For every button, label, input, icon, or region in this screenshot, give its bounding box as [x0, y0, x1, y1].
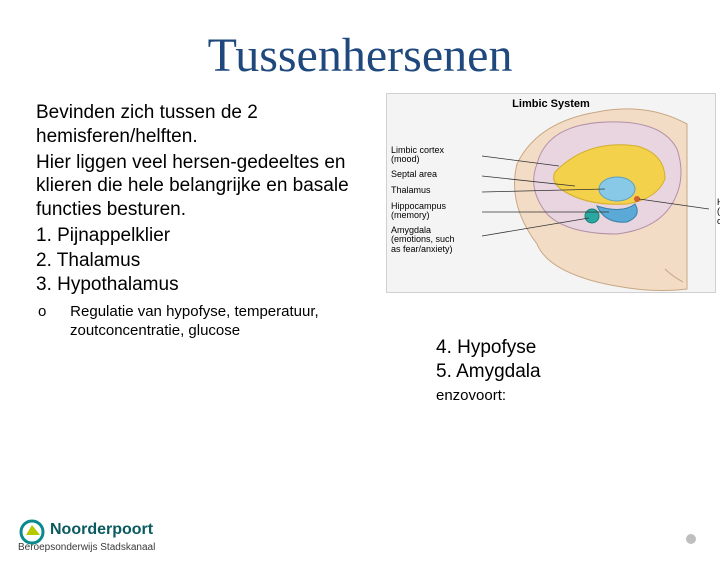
- right-column: Limbic System: [376, 101, 684, 341]
- logo-triangle-icon: [26, 525, 40, 535]
- label-hippocampus: Hippocampus(memory): [391, 202, 446, 221]
- label-thalamus: Thalamus: [391, 186, 431, 195]
- para-1: Bevinden zich tussen de 2 hemisferen/hel…: [36, 101, 376, 149]
- sub-bullet-text: Regulatie van hypofyse, temperatuur, zou…: [70, 303, 319, 339]
- item-4: 4. Hypofyse: [436, 337, 541, 359]
- content-area: Bevinden zich tussen de 2 hemisferen/hel…: [0, 83, 720, 341]
- item-1: 1. Pijnappelklier: [36, 224, 376, 248]
- sub-bullet: o Regulatie van hypofyse, temperatuur, z…: [36, 303, 376, 341]
- diagram-title: Limbic System: [387, 98, 715, 110]
- para-2: Hier liggen veel hersen-gedeeltes en kli…: [36, 151, 376, 222]
- brain-diagram: Limbic System: [386, 93, 716, 293]
- noorderpoort-logo: Noorderpoort Beroepsonderwijs Stadskanaa…: [18, 514, 188, 554]
- page-title: Tussenhersenen: [0, 28, 720, 83]
- item-5: 5. Amygdala: [436, 361, 541, 383]
- label-septal: Septal area: [391, 170, 437, 179]
- logo-brand-text: Noorderpoort: [50, 521, 154, 538]
- sub-bullet-marker: o: [54, 303, 66, 322]
- item-3: 3. Hypothalamus: [36, 273, 376, 297]
- item-2: 2. Thalamus: [36, 249, 376, 273]
- secondary-list: 4. Hypofyse 5. Amygdala enzovoort:: [436, 337, 541, 406]
- brain-svg: [387, 94, 717, 294]
- label-limbic-cortex: Limbic cortex(mood): [391, 146, 444, 165]
- etc-text: enzovoort:: [436, 387, 541, 404]
- amygdala-shape: [585, 209, 599, 223]
- label-amygdala: Amygdala(emotions, suchas fear/anxiety): [391, 226, 455, 254]
- logo-tagline-text: Beroepsonderwijs Stadskanaal: [18, 542, 155, 553]
- slide-number-dot: [686, 534, 696, 544]
- left-column: Bevinden zich tussen de 2 hemisferen/hel…: [36, 101, 376, 341]
- numbered-list: 1. Pijnappelklier 2. Thalamus 3. Hypotha…: [36, 224, 376, 297]
